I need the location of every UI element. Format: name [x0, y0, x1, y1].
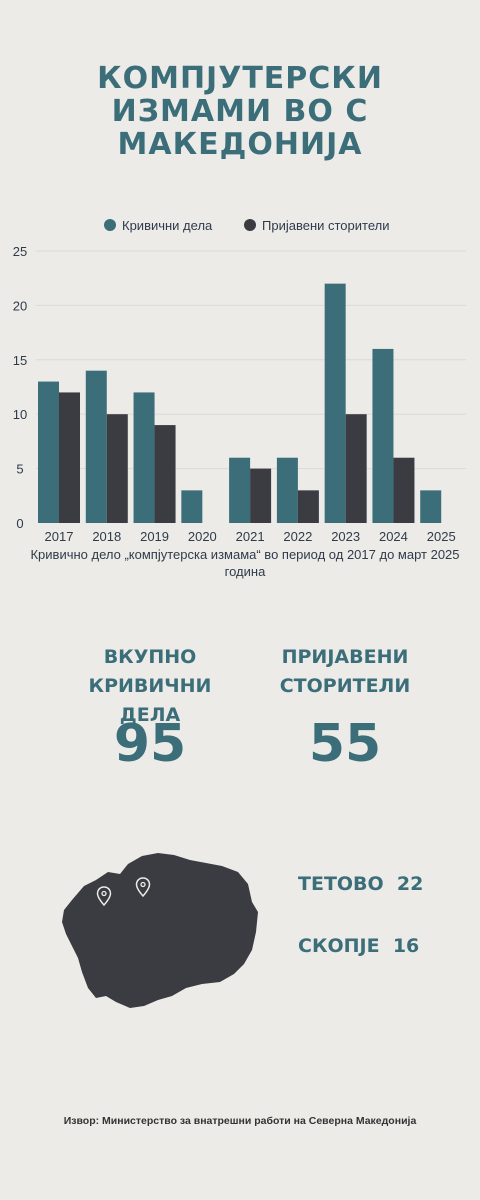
legend-label: Кривични дела	[122, 218, 213, 233]
stat-label-line: СТОРИТЕЛИ	[279, 675, 411, 697]
y-tick-label: 5	[16, 462, 23, 477]
y-tick-label: 20	[13, 298, 27, 313]
total-crimes-label: ВКУПНО КРИВИЧНИ ДЕЛА	[60, 643, 240, 730]
title-line: ИЗМАМИ ВО С	[111, 94, 369, 129]
x-axis: 2017 2018 2019 2020 2021 2022 2023 2024 2025	[45, 529, 456, 544]
stat-label-line: ВКУПНО	[103, 646, 197, 668]
legend-marker	[104, 219, 116, 231]
y-tick-label: 10	[13, 407, 27, 422]
bar-crimes	[372, 348, 394, 523]
chart-bars	[38, 283, 442, 523]
location-pin-icon	[135, 877, 151, 898]
stat-label-line: КРИВИЧНИ ДЕЛА	[88, 675, 212, 726]
stat-label-line: ПРИЈАВЕНИ	[281, 646, 409, 668]
bar-crimes	[229, 457, 251, 523]
x-tick-label: 2022	[283, 529, 312, 544]
bar-perpetrators	[297, 490, 319, 523]
reported-perpetrators-label: ПРИЈАВЕНИ СТОРИТЕЛИ	[255, 643, 435, 701]
bar-perpetrators	[250, 468, 272, 523]
chart-legend: Кривични дела Пријавени сторители	[104, 218, 389, 233]
bar-crimes	[420, 490, 442, 523]
city-skopje: СКОПЈЕ 16	[298, 935, 419, 957]
macedonia-map	[62, 853, 258, 1008]
bar-perpetrators	[393, 457, 415, 523]
bar-crimes	[85, 370, 107, 523]
title-line: МАКЕДОНИЈА	[117, 127, 363, 162]
x-tick-label: 2024	[379, 529, 408, 544]
bar-crimes	[324, 283, 346, 523]
x-tick-label: 2017	[45, 529, 74, 544]
y-tick-label: 0	[16, 516, 23, 531]
location-pin-icon	[96, 886, 112, 907]
total-crimes-value: 95	[113, 714, 187, 774]
bar-crimes	[181, 490, 203, 523]
reported-perpetrators-value: 55	[308, 714, 382, 774]
y-tick-label: 15	[13, 353, 27, 368]
x-tick-label: 2018	[92, 529, 121, 544]
bar-crimes	[133, 392, 155, 523]
x-tick-label: 2023	[331, 529, 360, 544]
y-tick-label: 25	[13, 244, 27, 259]
city-count: 16	[392, 935, 420, 957]
legend-label: Пријавени сторители	[262, 218, 389, 233]
x-tick-label: 2021	[236, 529, 265, 544]
city-count: 22	[396, 873, 424, 895]
title-line: КОМПЈУТЕРСКИ	[97, 61, 383, 96]
legend-marker	[244, 219, 256, 231]
bar-chart: Кривични дела Пријавени сторители 0 5 10 15 2…	[13, 218, 466, 544]
chart-caption: Кривично дело „компјутерска измама“ во п…	[30, 547, 460, 579]
bar-perpetrators	[345, 414, 367, 523]
country-shape	[62, 853, 258, 1008]
bar-perpetrators	[154, 425, 176, 523]
bar-perpetrators	[59, 392, 80, 523]
y-axis: 0 5 10 15 20 25	[13, 244, 27, 531]
bar-crimes	[38, 381, 59, 523]
x-tick-label: 2025	[427, 529, 456, 544]
bar-perpetrators	[106, 414, 128, 523]
bar-crimes	[276, 457, 298, 523]
x-tick-label: 2020	[188, 529, 217, 544]
infographic-title: КОМПЈУТЕРСКИ ИЗМАМИ ВО С МАКЕДОНИЈА	[0, 62, 480, 161]
city-name: СКОПЈЕ	[298, 935, 380, 957]
x-tick-label: 2019	[140, 529, 169, 544]
city-name: ТЕТОВО	[298, 873, 384, 895]
city-tetovo: ТЕТОВО 22	[298, 873, 423, 895]
source-note: Извор: Министерство за внатрешни работи …	[63, 1115, 417, 1127]
